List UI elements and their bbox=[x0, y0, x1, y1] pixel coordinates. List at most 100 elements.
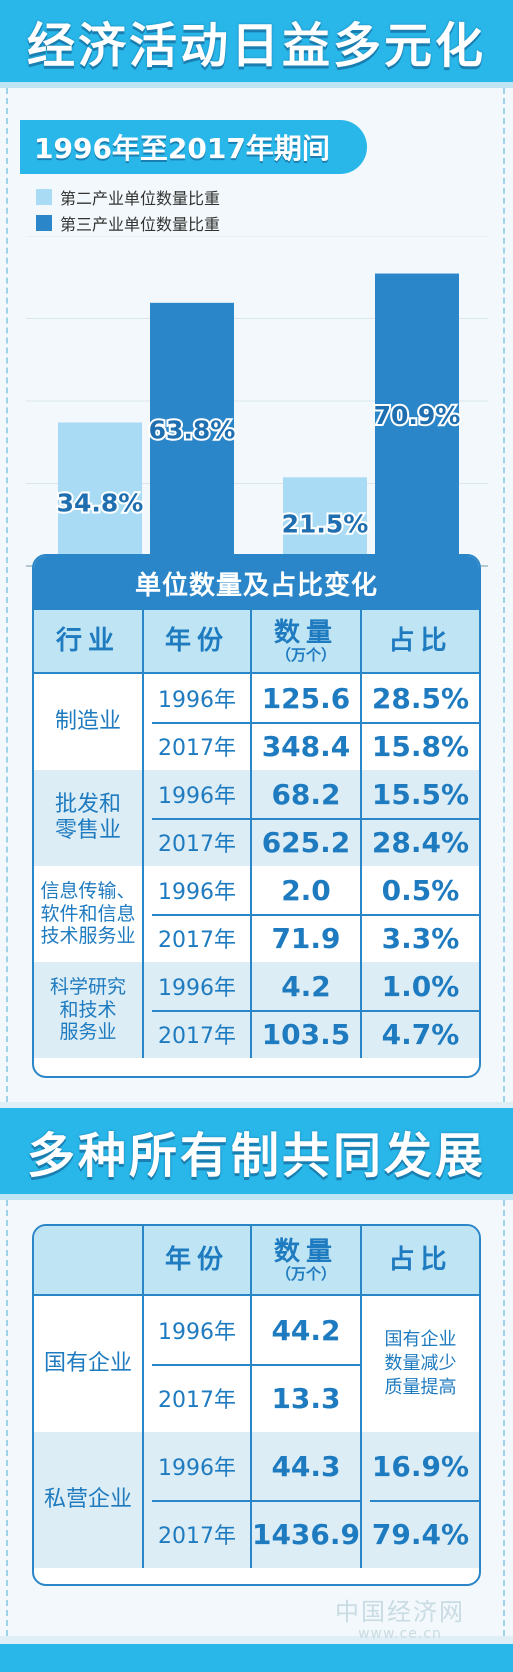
share-cell: 4.7% bbox=[381, 1017, 460, 1051]
table-group: 批发和 零售业 1996年 68.2 15.5% 2017年 625.2 28.4% bbox=[34, 770, 479, 866]
count-cell: 348.4 bbox=[252, 722, 362, 770]
header-industry: 行业 bbox=[34, 610, 144, 672]
table-header-row: 行业 年份 数量 （万个） 占比 bbox=[34, 610, 479, 674]
count-cell: 68.2 bbox=[252, 770, 362, 818]
watermark: 中国经济网 www.ce.cn bbox=[300, 1598, 500, 1642]
share-cell: 15.8% bbox=[371, 729, 470, 763]
year-cell: 1996年 bbox=[144, 962, 252, 1010]
table-row: 1996年 44.3 bbox=[144, 1432, 362, 1500]
table-group: 私营企业 1996年 44.3 2017年 1436.9 16.9% 79.4% bbox=[34, 1432, 479, 1568]
data-label: 63.8% bbox=[149, 415, 236, 444]
header-count: 数量 （万个） bbox=[252, 610, 362, 672]
year-cell: 1996年 bbox=[144, 1296, 252, 1364]
table-row: 1996年 2.0 0.5% bbox=[144, 866, 479, 914]
section-content-1: 1996年至2017年期间 第二产业单位数量比重 第三产业单位数量比重 34.8… bbox=[0, 88, 513, 1102]
section-title: 多种所有制共同发展 bbox=[26, 1128, 486, 1184]
count-cell: 44.3 bbox=[252, 1432, 362, 1500]
header-share: 占比 bbox=[388, 1245, 453, 1275]
right-dash-border bbox=[503, 88, 505, 1102]
table-row: 1996年 4.2 1.0% bbox=[144, 962, 479, 1010]
share-cell: 15.5% bbox=[371, 777, 470, 811]
table-row: 1996年 125.6 28.5% bbox=[144, 674, 479, 722]
table-title: 单位数量及占比变化 bbox=[34, 556, 479, 610]
table-row: 2017年 13.3 bbox=[144, 1364, 362, 1432]
share-cell: 3.3% bbox=[381, 921, 460, 955]
industry-cell: 批发和 零售业 bbox=[34, 770, 144, 866]
table-group: 国有企业 1996年 44.2 2017年 13.3 国有企业 数量减少 质量提高 bbox=[34, 1296, 479, 1432]
table-row: 2017年 103.5 4.7% bbox=[144, 1010, 479, 1058]
table-body: 制造业 1996年 125.6 28.5% 2017年 348.4 15.8% 批发和 零售业… bbox=[34, 674, 479, 1058]
count-cell: 103.5 bbox=[252, 1010, 362, 1058]
industry-cell: 制造业 bbox=[34, 674, 144, 770]
data-label: 70.9% bbox=[374, 401, 461, 430]
share-cell: 28.4% bbox=[371, 825, 470, 859]
legend-label: 第二产业单位数量比重 bbox=[60, 189, 221, 208]
footer-bar bbox=[0, 1644, 513, 1672]
table-group: 科学研究 和技术 服务业 1996年 4.2 1.0% 2017年 103.5 4.7% bbox=[34, 962, 479, 1058]
legend-item-secondary: 第二产业单位数量比重 bbox=[36, 184, 220, 210]
count-cell: 125.6 bbox=[252, 674, 362, 722]
legend-swatch-tertiary bbox=[36, 215, 52, 231]
left-dash-border bbox=[6, 1200, 8, 1636]
share-cell: 28.5% bbox=[371, 681, 470, 715]
share-note-cell: 国有企业 数量减少 质量提高 bbox=[384, 1328, 457, 1399]
count-cell: 1436.9 bbox=[252, 1500, 362, 1568]
legend-swatch-secondary bbox=[36, 189, 52, 205]
count-cell: 625.2 bbox=[252, 818, 362, 866]
table-title-text: 单位数量及占比变化 bbox=[134, 570, 378, 601]
bar-secondary-0 bbox=[58, 422, 142, 566]
table-row: 79.4% bbox=[362, 1500, 479, 1568]
header-count: 数量 （万个） bbox=[252, 1226, 362, 1294]
year-cell: 1996年 bbox=[144, 866, 252, 914]
bar-tertiary-0 bbox=[150, 302, 234, 566]
header-year: 年份 bbox=[144, 1226, 252, 1294]
section-content-2: 年份 数量 （万个） 占比 国有企业 1996年 44.2 2017年 13.3 国有企业… bbox=[0, 1200, 513, 1642]
count-cell: 13.3 bbox=[252, 1364, 362, 1432]
count-cell: 4.2 bbox=[252, 962, 362, 1010]
year-cell: 2017年 bbox=[144, 818, 252, 866]
left-dash-border bbox=[6, 88, 8, 1102]
industry-cell: 科学研究 和技术 服务业 bbox=[34, 962, 144, 1058]
bar-tertiary-1 bbox=[375, 273, 459, 566]
count-cell: 2.0 bbox=[252, 866, 362, 914]
count-cell: 44.2 bbox=[252, 1296, 362, 1364]
year-cell: 2017年 bbox=[144, 1500, 252, 1568]
section-title: 经济活动日益多元化 bbox=[26, 18, 486, 74]
header-industry-empty bbox=[34, 1226, 144, 1294]
year-cell: 1996年 bbox=[144, 770, 252, 818]
watermark-url: www.ce.cn bbox=[358, 1626, 442, 1642]
table-group: 信息传输、 软件和信息 技术服务业 1996年 2.0 0.5% 2017年 71.9 3.… bbox=[34, 866, 479, 962]
data-label: 34.8% bbox=[57, 488, 144, 517]
table-row: 2017年 71.9 3.3% bbox=[144, 914, 479, 962]
share-cell: 1.0% bbox=[381, 969, 460, 1003]
year-cell: 2017年 bbox=[144, 914, 252, 962]
table-row: 2017年 625.2 28.4% bbox=[144, 818, 479, 866]
period-tab-label: 1996年至2017年期间 bbox=[34, 132, 330, 165]
count-cell: 71.9 bbox=[252, 914, 362, 962]
table-body: 国有企业 1996年 44.2 2017年 13.3 国有企业 数量减少 质量提高 私营企业… bbox=[34, 1296, 479, 1568]
table-row: 1996年 68.2 15.5% bbox=[144, 770, 479, 818]
industry-cell: 信息传输、 软件和信息 技术服务业 bbox=[34, 866, 144, 962]
ownership-table: 年份 数量 （万个） 占比 国有企业 1996年 44.2 2017年 13.3 国有企业… bbox=[32, 1224, 481, 1586]
year-cell: 2017年 bbox=[144, 1364, 252, 1432]
share-cell: 0.5% bbox=[381, 873, 460, 907]
share-cell: 16.9% bbox=[371, 1449, 470, 1483]
table-row: 1996年 44.2 bbox=[144, 1296, 362, 1364]
share-cell: 79.4% bbox=[371, 1517, 470, 1551]
bar-secondary-1 bbox=[283, 477, 367, 566]
table-row: 16.9% bbox=[362, 1432, 479, 1500]
industry-cell: 私营企业 bbox=[34, 1432, 144, 1568]
year-cell: 1996年 bbox=[144, 1432, 252, 1500]
chart-legend: 第二产业单位数量比重 第三产业单位数量比重 bbox=[36, 184, 220, 236]
unit-count-table: 单位数量及占比变化 行业 年份 数量 （万个） 占比 制造业 1996年 125.6… bbox=[32, 554, 481, 1078]
right-dash-border bbox=[503, 1200, 505, 1636]
section-banner-ownership: 多种所有制共同发展 bbox=[0, 1108, 513, 1200]
table-row: 2017年 348.4 15.8% bbox=[144, 722, 479, 770]
table-row: 2017年 1436.9 bbox=[144, 1500, 362, 1568]
period-tab: 1996年至2017年期间 bbox=[20, 120, 367, 174]
year-cell: 2017年 bbox=[144, 722, 252, 770]
industry-cell: 国有企业 bbox=[34, 1296, 144, 1432]
header-share: 占比 bbox=[388, 626, 453, 656]
section-banner-diversified-economy: 经济活动日益多元化 bbox=[0, 0, 513, 88]
year-cell: 2017年 bbox=[144, 1010, 252, 1058]
